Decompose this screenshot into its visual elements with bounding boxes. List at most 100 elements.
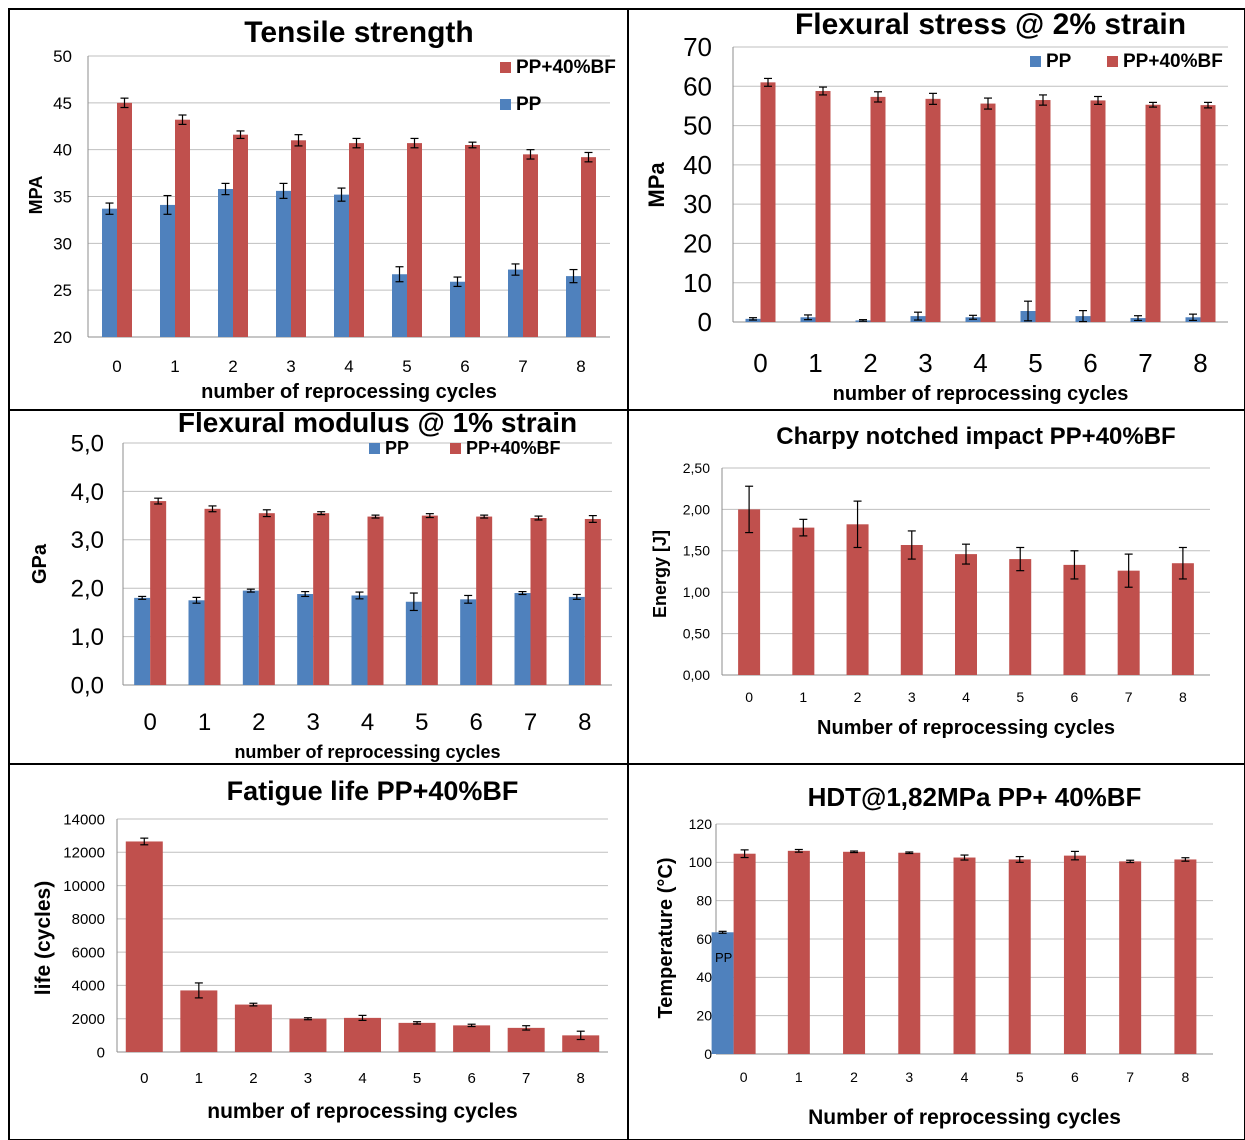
error-bars <box>138 497 597 612</box>
error-bar-8 <box>1204 101 1212 109</box>
chart-flexural-stress: 70 60 50 40 30 20 10 0 0 1 2 3 4 5 6 7 8 Flexural stress … <box>644 10 1228 405</box>
x-tick-label: 8 <box>577 1070 585 1087</box>
error-bar-6 <box>467 1023 476 1028</box>
bar-pp-40-bf-2 <box>233 134 248 337</box>
error-bar-0 <box>120 97 129 109</box>
y-tick-label: 4000 <box>72 978 105 995</box>
legend-label: PP <box>385 438 409 458</box>
bar-pp-40-bf-1 <box>815 91 831 322</box>
chart-title: Charpy notched impact PP+40%BF <box>776 423 1175 450</box>
x-axis-label: number of reprocessing cycles <box>201 381 497 403</box>
bar-pp-40-bf-8 <box>1200 105 1216 323</box>
bar-series-6 <box>1063 564 1086 675</box>
error-bar-5 <box>410 137 419 149</box>
y-tick-label: 2,00 <box>683 501 710 517</box>
bar-pp-40-bf-7 <box>1145 104 1161 322</box>
x-tick-label: 5 <box>413 1070 421 1087</box>
bar-pp-40-bf-4 <box>367 516 384 685</box>
bars <box>711 850 1197 1054</box>
bar-annotation: PP <box>715 950 732 965</box>
bar-pp-40-bf-5 <box>407 143 422 337</box>
x-tick-label: 2 <box>252 709 265 736</box>
x-tick-label: 0 <box>753 348 767 378</box>
x-tick-label: 1 <box>195 1070 203 1087</box>
error-bar-7 <box>511 263 520 276</box>
y-tick-label: 40 <box>696 969 712 985</box>
y-tick-label: 60 <box>696 931 712 947</box>
bar-pp-40-bf-3 <box>925 98 941 322</box>
bars <box>745 82 1216 323</box>
bar-pp-4 <box>334 194 349 337</box>
error-bar-2 <box>874 91 882 103</box>
x-tick-label: 4 <box>961 1069 969 1085</box>
y-tick-label: 0 <box>704 1046 712 1062</box>
y-tick-label: 14000 <box>63 811 105 828</box>
x-tick-label: 0 <box>140 1070 148 1087</box>
legend-item: PP <box>369 438 409 458</box>
legend-item: PP+40%BF <box>1107 51 1223 72</box>
bar-pp-40-bf-6 <box>476 516 493 685</box>
x-tick-labels: 0 1 2 3 4 5 6 7 8 <box>745 689 1187 705</box>
bar-series-4 <box>955 554 977 675</box>
error-bar-0 <box>154 497 163 505</box>
bar-pp-40-bf-4 <box>953 857 976 1054</box>
y-tick-label: 35 <box>53 187 72 206</box>
y-tick-label: 6000 <box>72 944 105 961</box>
legend-item: PP+40%BF <box>500 57 616 78</box>
y-axis-label: life (cycles) <box>32 881 55 995</box>
x-tick-label: 6 <box>1083 348 1097 378</box>
bar-pp-40-bf-1 <box>175 119 190 338</box>
legend-item: PP <box>1030 51 1072 72</box>
error-bar-6 <box>1079 310 1087 323</box>
x-tick-labels: 0 1 2 3 4 5 6 7 8 <box>112 357 585 376</box>
bar-pp-40-bf-3 <box>898 852 921 1054</box>
bar-pp-40-bf-3 <box>291 140 306 337</box>
bar-pp-6 <box>450 281 465 337</box>
bar-series-8 <box>562 1035 600 1052</box>
error-bars <box>718 848 1190 934</box>
bar-series-5 <box>1009 559 1032 675</box>
error-bar-4 <box>962 543 970 565</box>
bar-pp-40-bf-8 <box>581 157 596 337</box>
bar-pp-40-bf-1 <box>787 850 810 1054</box>
error-bar-5 <box>409 592 418 612</box>
error-bar-4 <box>352 137 361 149</box>
error-bar-1 <box>804 314 812 321</box>
bars <box>738 509 1194 675</box>
bar-pp-1 <box>160 204 175 337</box>
error-bar-1 <box>192 596 201 604</box>
y-tick-label: 100 <box>689 854 713 870</box>
y-tick-labels: 120 100 80 60 40 20 0 <box>689 816 713 1062</box>
bar-pp-40-bf-6 <box>465 144 480 337</box>
error-bar-7 <box>522 1025 531 1031</box>
error-bar-0 <box>718 930 727 934</box>
x-tick-label: 2 <box>850 1069 858 1085</box>
x-tick-labels: 0 1 2 3 4 5 6 7 8 <box>753 348 1207 378</box>
legend-swatch <box>1030 56 1041 67</box>
error-bar-8 <box>584 151 593 163</box>
x-tick-label: 6 <box>467 1070 475 1087</box>
error-bar-8 <box>588 514 597 523</box>
bar-pp-40-bf-5 <box>421 515 438 685</box>
y-tick-label: 4,0 <box>71 479 104 506</box>
legend-swatch <box>450 443 461 454</box>
y-tick-label: 0,50 <box>683 626 710 642</box>
bar-pp-40-bf-7 <box>1119 861 1142 1054</box>
bar-series-4 <box>344 1017 381 1052</box>
error-bars <box>745 485 1187 588</box>
x-tick-label: 6 <box>469 709 482 736</box>
x-tick-label: 6 <box>460 357 469 376</box>
error-bar-4 <box>355 591 364 600</box>
bar-pp-8 <box>568 596 585 685</box>
error-bar-7 <box>534 515 543 521</box>
y-tick-label: 20 <box>53 328 72 347</box>
x-tick-label: 8 <box>1179 689 1187 705</box>
error-bar-3 <box>317 511 326 516</box>
bar-pp-40-bf-6 <box>1063 855 1086 1054</box>
error-bar-6 <box>453 276 462 288</box>
y-tick-label: 70 <box>683 32 712 62</box>
error-bar-3 <box>914 311 922 321</box>
error-bar-1 <box>208 505 217 513</box>
error-bar-5 <box>1015 855 1024 863</box>
